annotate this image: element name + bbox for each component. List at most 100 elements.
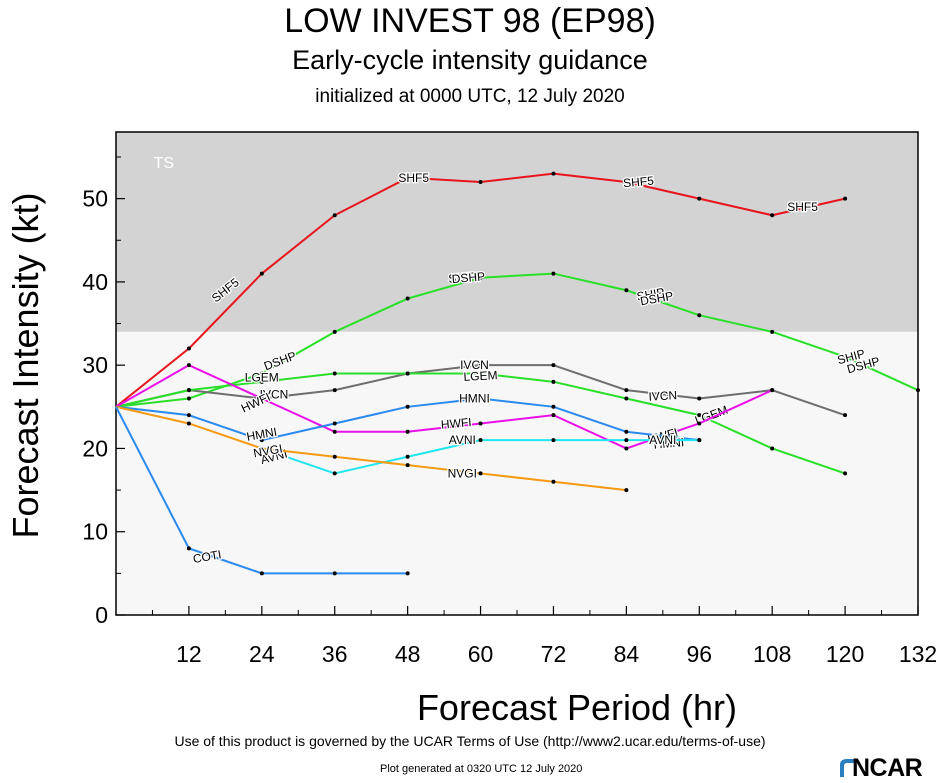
series-nvgi-point	[478, 471, 483, 476]
series-dshp-point	[843, 354, 848, 359]
series-shf5-point	[551, 171, 556, 176]
x-tick-label: 108	[753, 641, 791, 667]
band-label: TS	[154, 155, 174, 172]
x-tick-label: 48	[395, 641, 421, 667]
intensity-band	[116, 132, 918, 332]
series-dshp-label: SHIP	[636, 285, 666, 304]
terms-of-use: Use of this product is governed by the U…	[174, 733, 766, 749]
series-lgem-point	[478, 371, 483, 376]
series-hwfi-point	[405, 429, 410, 434]
series-lgem-point	[624, 396, 629, 401]
series-dshp-point	[551, 271, 556, 276]
x-tick-label: 60	[468, 641, 494, 667]
series-coti-point	[405, 571, 410, 576]
series-ivcn-point	[624, 388, 629, 393]
series-lgem-label: LGEM	[245, 371, 279, 385]
series-avni-point	[478, 438, 483, 443]
series-coti-point	[259, 571, 264, 576]
series-shf5-point	[770, 213, 775, 218]
x-tick-label: 120	[826, 641, 864, 667]
series-dshp-point	[478, 275, 483, 280]
x-tick-label: 72	[541, 641, 567, 667]
series-lgem-point	[551, 379, 556, 384]
x-tick-label: 96	[686, 641, 712, 667]
series-shf5-point	[478, 179, 483, 184]
series-lgem-point	[332, 371, 337, 376]
series-hmni-label: HMNI	[459, 391, 490, 405]
series-ivcn-point	[551, 363, 556, 368]
series-hmni-point	[478, 396, 483, 401]
series-coti-point	[186, 546, 191, 551]
series-dshp-point	[770, 329, 775, 334]
series-avni-point	[624, 438, 629, 443]
series-ivcn-point	[843, 413, 848, 418]
series-hwfi-point	[186, 363, 191, 368]
series-avni-label: AVNI	[649, 433, 676, 447]
ncar-logo: NCAR	[852, 754, 923, 782]
x-tick-label: 12	[176, 641, 202, 667]
series-dshp-point	[332, 329, 337, 334]
intensity-band	[116, 331, 918, 615]
series-hwfi-point	[478, 421, 483, 426]
y-tick-label: 10	[82, 519, 108, 545]
series-hmni-point	[405, 404, 410, 409]
series-nvgi-label: NVGI	[252, 442, 283, 461]
x-axis-label: Forecast Period (hr)	[417, 687, 737, 728]
series-avni-point	[405, 454, 410, 459]
series-hwfi-label: HWFI	[440, 415, 472, 432]
series-dshp-point	[697, 313, 702, 318]
series-hmni-point	[551, 404, 556, 409]
series-dshp-line	[115, 272, 919, 408]
series-lgem-point	[405, 371, 410, 376]
series-ivcn-point	[332, 388, 337, 393]
series-hmni-point	[186, 413, 191, 418]
series-dshp-point	[259, 371, 264, 376]
series-nvgi-point	[405, 463, 410, 468]
plot-generated: Plot generated at 0320 UTC 12 July 2020	[380, 763, 583, 775]
series-hwfi-point	[551, 413, 556, 418]
series-hwfi-point	[697, 421, 702, 426]
series-ivcn-label: IVCN	[260, 387, 289, 401]
series-dshp-point	[916, 388, 920, 393]
series-hmni-point	[332, 421, 337, 426]
series-lgem-point	[770, 446, 775, 451]
series-shf5-point	[186, 346, 191, 351]
x-tick-label: 36	[322, 641, 348, 667]
series-coti-point	[332, 571, 337, 576]
y-tick-label: 30	[82, 352, 108, 378]
series-dshp-label: DSHP	[451, 269, 485, 286]
series-dshp-point	[405, 296, 410, 301]
series-ivcn-label: IVCN	[460, 358, 489, 372]
series-shf5-point	[624, 179, 629, 184]
series-nvgi-point	[186, 421, 191, 426]
series-dshp-label: SHIP	[448, 270, 477, 286]
series-shf5-point	[332, 213, 337, 218]
series-hwfi-point	[332, 429, 337, 434]
series-nvgi-label: NVGI	[448, 466, 477, 480]
chart-subtitle: Early-cycle intensity guidance	[292, 45, 648, 75]
series-dshp-point	[624, 288, 629, 293]
series-lgem-point	[259, 379, 264, 384]
series-shf5-point	[697, 196, 702, 201]
series-shf5-label: SHF5	[623, 174, 655, 191]
x-tick-label: 84	[614, 641, 640, 667]
series-ivcn-point	[478, 363, 483, 368]
series-hmni-label: HMNI	[245, 425, 278, 444]
series-ivcn-point	[697, 396, 702, 401]
series-avni-point	[332, 471, 337, 476]
x-tick-label: 132	[899, 641, 937, 667]
series-hmni-point	[259, 438, 264, 443]
chart-title: LOW INVEST 98 (EP98)	[284, 2, 656, 40]
series-hwfi-point	[770, 388, 775, 393]
series-hwfi-point	[259, 396, 264, 401]
series-shf5-point	[843, 196, 848, 201]
series-avni-point	[697, 438, 702, 443]
series-shf5-point	[405, 175, 410, 180]
series-nvgi-point	[332, 454, 337, 459]
series-lgem-point	[697, 413, 702, 418]
series-hmni-point	[624, 429, 629, 434]
series-lgem-point	[186, 388, 191, 393]
series-ivcn-label: IVCN	[648, 388, 677, 403]
series-lgem-label: LGEM	[463, 368, 498, 384]
